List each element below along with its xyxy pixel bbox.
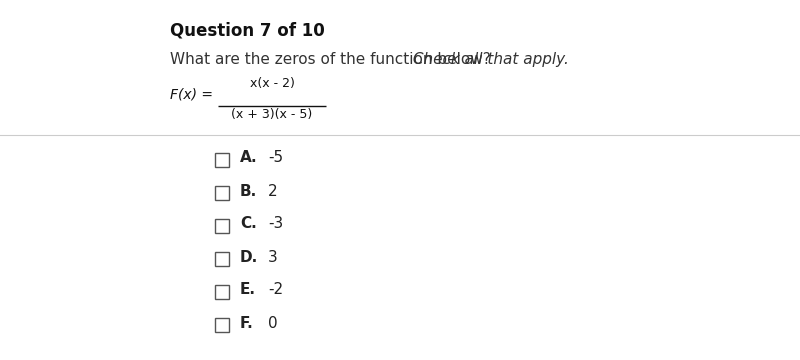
Text: E.: E.	[240, 283, 256, 297]
Bar	[215, 153, 229, 167]
Bar	[215, 285, 229, 299]
Text: (x + 3)(x - 5): (x + 3)(x - 5)	[231, 108, 313, 121]
Text: -2: -2	[268, 283, 283, 297]
Text: 2: 2	[268, 184, 278, 198]
Text: What are the zeros of the function below?: What are the zeros of the function below…	[170, 52, 490, 67]
Text: -5: -5	[268, 150, 283, 166]
Text: C.: C.	[240, 216, 257, 231]
Bar	[215, 219, 229, 233]
Bar	[215, 318, 229, 332]
Text: F.: F.	[240, 315, 254, 330]
Text: 0: 0	[268, 315, 278, 330]
Text: A.: A.	[240, 150, 258, 166]
Text: B.: B.	[240, 184, 258, 198]
Text: 3: 3	[268, 249, 278, 265]
Bar	[215, 252, 229, 266]
Text: Question 7 of 10: Question 7 of 10	[170, 22, 325, 40]
Bar	[215, 186, 229, 200]
Text: -3: -3	[268, 216, 283, 231]
Text: Check all that apply.: Check all that apply.	[408, 52, 569, 67]
Text: D.: D.	[240, 249, 258, 265]
Text: x(x - 2): x(x - 2)	[250, 77, 294, 90]
Text: F(x) =: F(x) =	[170, 88, 218, 102]
